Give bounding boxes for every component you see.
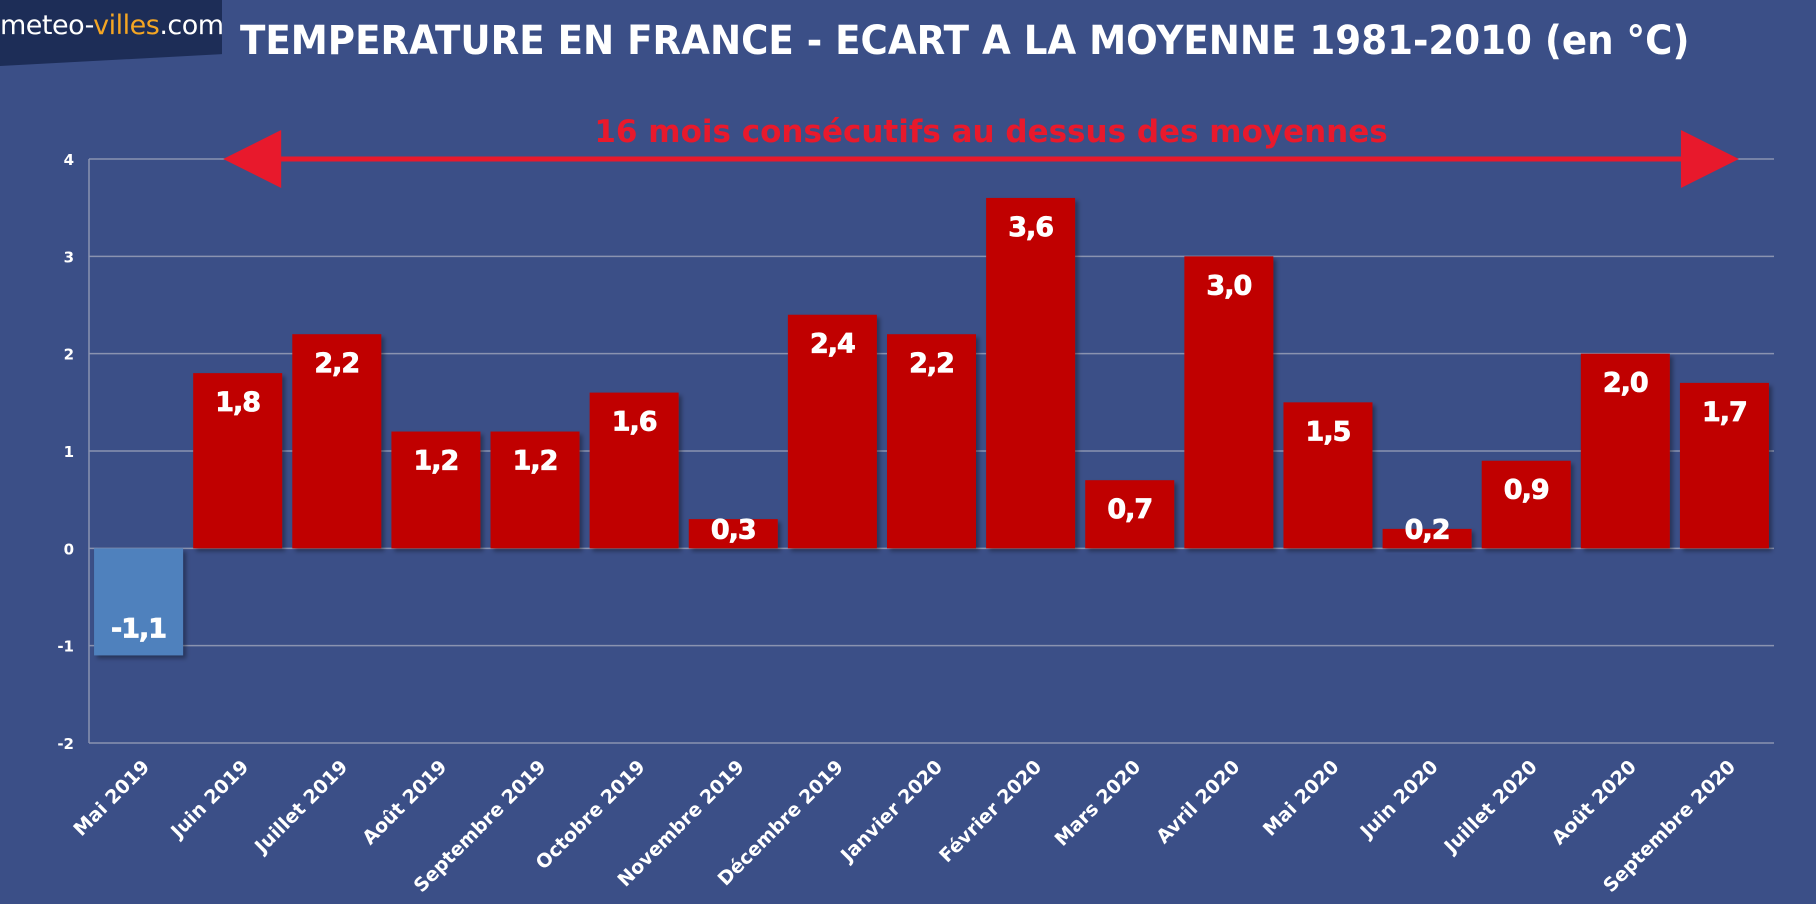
annotation-text: 16 mois consécutifs au dessus des moyenn… — [594, 114, 1387, 150]
logo[interactable]: meteo-villes.com — [0, 10, 224, 41]
bar — [1580, 353, 1670, 549]
data-label: 1,5 — [1306, 416, 1351, 447]
data-label: 1,8 — [215, 387, 260, 418]
bar — [787, 314, 877, 549]
y-tick-label: 0 — [64, 540, 74, 558]
chart-title: TEMPERATURE EN FRANCE - ECART A LA MOYEN… — [240, 18, 1690, 64]
x-tick-label: Juillet 2020 — [1439, 756, 1542, 859]
y-tick-label: 2 — [64, 346, 74, 364]
data-label: 0,3 — [711, 514, 756, 545]
data-label: 0,2 — [1405, 514, 1450, 545]
bar — [292, 334, 382, 549]
logo-part-com: .com — [159, 10, 224, 41]
x-tick-label: Juin 2019 — [165, 756, 253, 844]
bar — [887, 334, 976, 549]
data-label: 3,6 — [1008, 212, 1053, 243]
x-tick-label: Mai 2019 — [69, 756, 154, 841]
bar — [391, 431, 481, 549]
logo-background — [0, 0, 222, 66]
x-tick-label: Août 2020 — [1548, 756, 1641, 849]
bar — [94, 548, 184, 656]
bar — [1382, 528, 1472, 549]
data-label: 1,6 — [612, 407, 657, 438]
x-tick-label: Janvier 2020 — [835, 756, 947, 868]
data-label: 0,9 — [1504, 475, 1549, 506]
data-label: 2,2 — [909, 348, 954, 379]
data-label: 1,7 — [1702, 397, 1747, 428]
data-label: 2,0 — [1603, 368, 1648, 399]
x-tick-label: Juillet 2019 — [249, 756, 352, 859]
x-tick-label: Juin 2020 — [1355, 756, 1443, 844]
bar — [986, 197, 1076, 549]
bar — [1184, 256, 1274, 549]
x-tick-label: Février 2020 — [935, 756, 1046, 867]
logo-part-villes: villes — [93, 10, 160, 41]
bar — [1085, 480, 1175, 549]
annotation-arrow-left-head — [223, 130, 282, 188]
annotation-arrow-right-head — [1680, 130, 1739, 188]
x-tick-label: Août 2019 — [358, 756, 451, 849]
y-tick-label: 4 — [64, 151, 74, 169]
bar — [1679, 382, 1769, 549]
data-label: 1,2 — [513, 446, 558, 477]
bar — [193, 373, 283, 549]
y-tick-label: 3 — [64, 248, 74, 266]
data-label: 1,2 — [413, 446, 458, 477]
data-label: 3,0 — [1206, 270, 1251, 301]
x-tick-label: Mars 2020 — [1051, 756, 1146, 851]
bar — [589, 392, 679, 549]
y-tick-label: 1 — [64, 443, 74, 461]
x-tick-label: Mai 2020 — [1259, 756, 1344, 841]
logo-part-meteo: meteo- — [0, 10, 94, 41]
data-label: 2,2 — [314, 348, 359, 379]
data-label: 2,4 — [810, 329, 855, 360]
bar — [490, 431, 580, 549]
bar — [688, 519, 778, 549]
data-label: 0,7 — [1107, 494, 1152, 525]
bar — [1481, 460, 1571, 549]
y-tick-label: -2 — [57, 735, 74, 753]
bar — [1283, 402, 1373, 549]
x-tick-label: Avril 2020 — [1152, 756, 1244, 848]
y-tick-label: -1 — [57, 638, 74, 656]
data-label: -1,1 — [111, 613, 166, 644]
